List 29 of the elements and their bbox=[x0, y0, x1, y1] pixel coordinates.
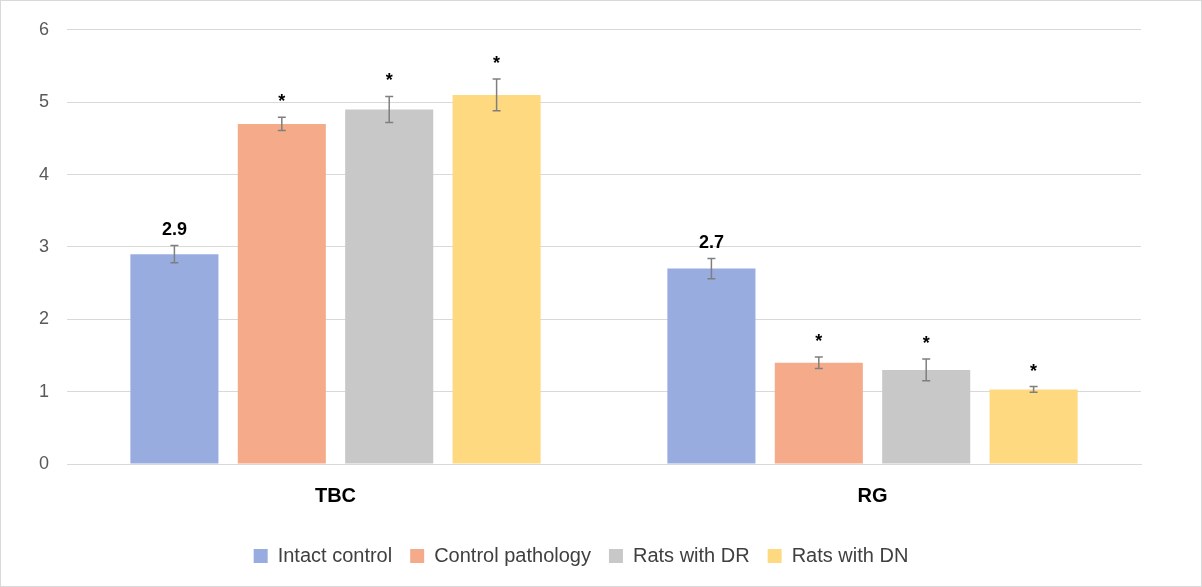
data-label: * bbox=[922, 333, 930, 354]
legend-label: Rats with DN bbox=[791, 543, 909, 566]
data-label: 2.7 bbox=[698, 232, 724, 253]
bar bbox=[345, 109, 434, 464]
legend-label: Control pathology bbox=[434, 543, 591, 566]
bar bbox=[667, 268, 756, 464]
x-tick-label: RG bbox=[857, 483, 888, 506]
y-tick-label: 1 bbox=[39, 380, 50, 401]
y-tick-label: 6 bbox=[39, 18, 50, 39]
data-label: * bbox=[493, 52, 501, 73]
bar bbox=[774, 362, 863, 464]
data-label: 2.9 bbox=[161, 219, 187, 240]
bar bbox=[882, 369, 971, 464]
legend-label: Rats with DR bbox=[632, 543, 750, 566]
data-label: * bbox=[1030, 360, 1038, 381]
data-label: * bbox=[278, 91, 286, 112]
x-tick-label: TBC bbox=[314, 483, 357, 506]
bar bbox=[130, 254, 219, 464]
y-tick-label: 4 bbox=[39, 163, 50, 184]
bar bbox=[452, 94, 541, 464]
y-tick-label: 2 bbox=[39, 308, 50, 329]
data-label: * bbox=[385, 70, 393, 91]
y-tick-label: 0 bbox=[39, 452, 50, 473]
bar bbox=[989, 389, 1078, 464]
y-tick-label: 3 bbox=[39, 235, 50, 256]
data-label: * bbox=[815, 330, 823, 351]
y-tick-label: 5 bbox=[39, 91, 50, 112]
legend-label: Intact control bbox=[277, 543, 393, 566]
bar bbox=[237, 123, 326, 464]
